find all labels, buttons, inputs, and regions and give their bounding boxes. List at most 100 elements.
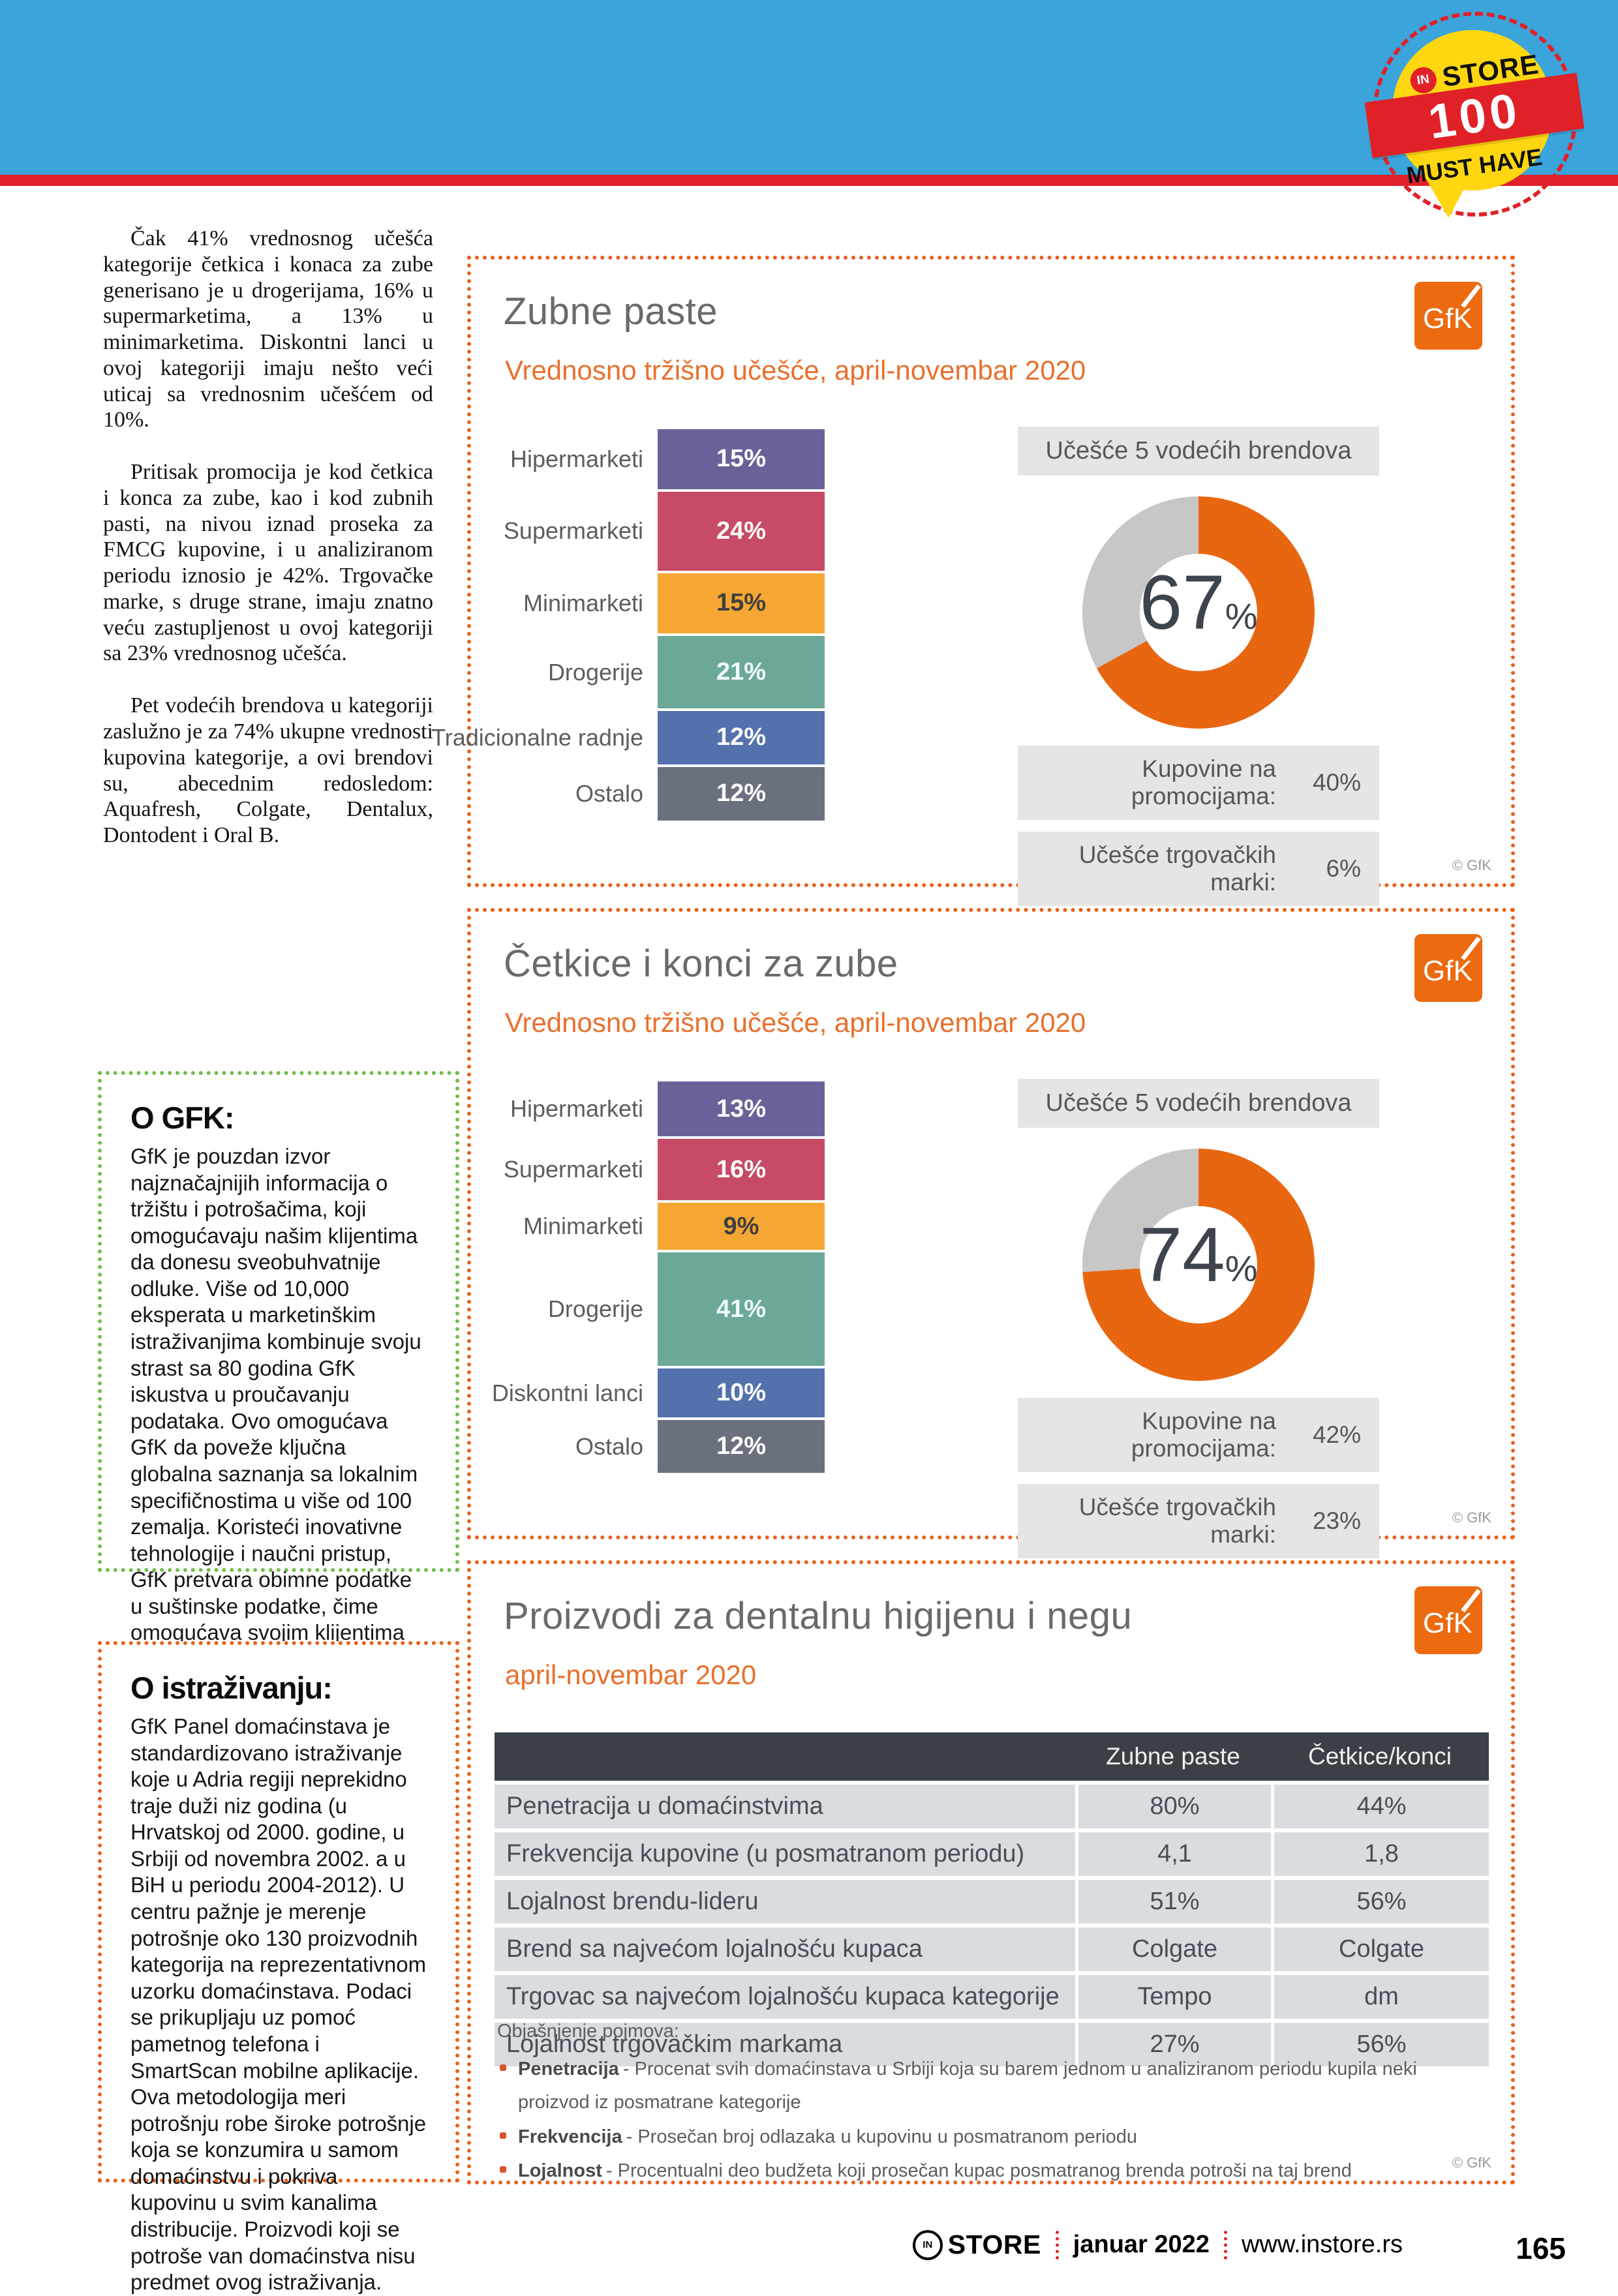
row-value: 56% [1271,2023,1489,2066]
bar-segment: 12% [658,766,825,821]
footer-divider [1223,2230,1227,2259]
footer-group: IN STORE januar 2022 www.instore.rs [912,2229,1403,2260]
row-value: dm [1271,1975,1489,2019]
table-header-row: Zubne paste Četkice/konci [495,1732,1489,1781]
donut-chart-67: 67 % [1082,496,1315,729]
page-header-stripe [0,175,1618,186]
private-label-value: 23% [1312,1507,1361,1534]
about-research-box: O istraživanju: GfK Panel domaćinstava j… [98,1641,459,2294]
panel-title: Proizvodi za dentalnu higijenu i negu [504,1595,1133,1637]
bar-segment: 13% [658,1081,825,1137]
bar-labels: Hipermarketi Supermarketi Minimarketi Dr… [431,429,658,821]
brand-share-header: Učešće 5 vodećih brendova [1018,427,1379,476]
private-label-row: Učešće trgovačkih marki: 6% [1018,832,1379,906]
in-logo-icon: IN [1408,65,1438,95]
footer-website: www.instore.rs [1241,2231,1403,2258]
svg-text:GfK: GfK [1423,1607,1473,1639]
private-label-label: Učešće trgovačkih marki: [1078,841,1276,896]
footnote-item: Lojalnost - Procentualni deo budžeta koji… [497,2154,1476,2188]
gfk-logo-icon: GfK [1414,1586,1482,1654]
instore-100-must-have-badge: IN STORE 100 MUST HAVE [1364,4,1585,229]
footer-date: januar 2022 [1073,2231,1210,2258]
footnote-text: - Prosečan broj odlazaka u kupovinu u po… [626,2126,1138,2147]
bullet-icon [500,2166,506,2173]
donut-chart-74: 74 % [1082,1149,1315,1381]
promo-share-label: Kupovine na promocijama: [1131,1408,1276,1462]
donut-number: 67 [1139,560,1225,646]
panel-subtitle: Vrednosno tržišno učešće, april-novembar… [505,355,1086,385]
row-value: 4,1 [1075,1832,1271,1876]
row-value: Colgate [1075,1927,1271,1971]
donut-number: 74 [1139,1212,1225,1298]
brand-share-column: Učešće 5 vodećih brendova 74 % Kupovine … [1018,1079,1379,1558]
stacked-bar-chart-cetkice: Hipermarketi Supermarketi Minimarketi Dr… [491,1081,825,1473]
private-label-row: Učešće trgovačkih marki: 23% [1018,1484,1379,1558]
bar-segment: 24% [658,491,825,571]
bar-segment: 9% [658,1203,825,1250]
row-label: Frekvencija kupovine (u posmatranom peri… [495,1832,1075,1876]
bar-segment: 10% [658,1368,825,1417]
article-paragraph: Čak 41% vrednosnog učešća kategorije čet… [103,226,433,432]
footnote-item: Frekvencija - Prosečan broj odlazaka u ku… [497,2121,1476,2154]
footer-store-label: STORE [947,2229,1041,2259]
footnote-text: - Procenat svih domaćinstava u Srbiji ko… [518,2059,1417,2113]
bar-segment: 16% [658,1139,825,1201]
promo-share-label: Kupovine na promocijama: [1131,755,1276,809]
page-header-bar [0,0,1618,175]
article-paragraph: Pritisak promocija je kod četkica i konc… [103,460,433,666]
private-label-value: 6% [1326,855,1361,882]
svg-text:GfK: GfK [1423,303,1473,335]
table-row: Trgovac sa najvećom lojalnošću kupaca ka… [495,1975,1489,2019]
about-gfk-box: O GFK: GfK je pouzdan izvor najznačajnij… [98,1071,459,1724]
row-value: 51% [1075,1880,1271,1924]
footnote-term: Lojalnost [518,2160,602,2182]
panel-subtitle: april-novembar 2020 [505,1659,757,1690]
bar-label: Tradicionalne radnje [431,724,643,751]
gfk-copyright: © GfK [1452,2154,1491,2171]
about-gfk-title: O GFK: [130,1100,234,1135]
bar-label: Hipermarketi [510,445,643,472]
table-header-cetkice-konci: Četkice/konci [1271,1732,1489,1781]
row-label: Lojalnost trgovačkim markama [495,2023,1075,2066]
brand-share-header: Učešće 5 vodećih brendova [1018,1079,1379,1128]
svg-text:GfK: GfK [1423,955,1473,987]
table-row: Brend sa najvećom lojalnošću kupaca Colg… [495,1927,1489,1971]
row-value: Tempo [1075,1975,1271,2019]
table-header-empty [495,1732,1075,1781]
stacked-bar: 15% 24% 15% 21% 12% 12% [658,429,825,821]
page-number: 165 [1516,2231,1566,2265]
table-row: Penetracija u domaćinstvima 80% 44% [495,1785,1489,1828]
article-column: Čak 41% vrednosnog učešća kategorije čet… [103,226,433,875]
donut-unit: % [1225,1248,1258,1289]
bar-labels: Hipermarketi Supermarketi Minimarketi Dr… [491,1081,658,1473]
gfk-copyright: © GfK [1452,1509,1491,1526]
gfk-logo-icon: GfK [1414,282,1482,350]
instore-footer-logo: IN STORE [912,2229,1041,2260]
row-label: Brend sa najvećom lojalnošću kupaca [495,1927,1075,1971]
bar-label: Ostalo [575,780,643,808]
gfk-logo-icon: GfK [1414,934,1482,1002]
page-footer: IN STORE januar 2022 www.instore.rs 165 [0,2226,1618,2271]
stacked-bar-chart-zubne-paste: Hipermarketi Supermarketi Minimarketi Dr… [431,429,825,821]
in-circle-icon: IN [912,2229,943,2260]
gfk-copyright: © GfK [1452,857,1491,873]
panel-title: Zubne paste [504,290,718,333]
bar-segment: 15% [658,429,825,489]
donut-unit: % [1225,596,1258,637]
bullet-icon [500,2132,506,2139]
row-value: 80% [1075,1785,1271,1828]
footer-divider [1055,2230,1059,2259]
panel-zubne-paste: Zubne paste Vrednosno tržišno učešće, ap… [431,256,1515,906]
bullet-icon [500,2064,506,2071]
stacked-bar: 13% 16% 9% 41% 10% 12% [658,1081,825,1473]
bar-label: Diskontni lanci [491,1379,643,1406]
dental-metrics-table: Zubne paste Četkice/konci Penetracija u … [495,1729,1489,2070]
private-label-label: Učešće trgovačkih marki: [1078,1494,1276,1548]
row-value: 1,8 [1271,1832,1489,1876]
bar-label: Supermarketi [503,1156,643,1183]
promo-share-value: 42% [1312,1421,1361,1448]
row-label: Lojalnost brendu-lideru [495,1880,1075,1924]
footnotes-heading: Objašnjenje pojmova: [497,2021,679,2042]
brand-share-column: Učešće 5 vodećih brendova 67 % Kupovine … [1018,427,1379,906]
bar-label: Ostalo [575,1432,643,1460]
